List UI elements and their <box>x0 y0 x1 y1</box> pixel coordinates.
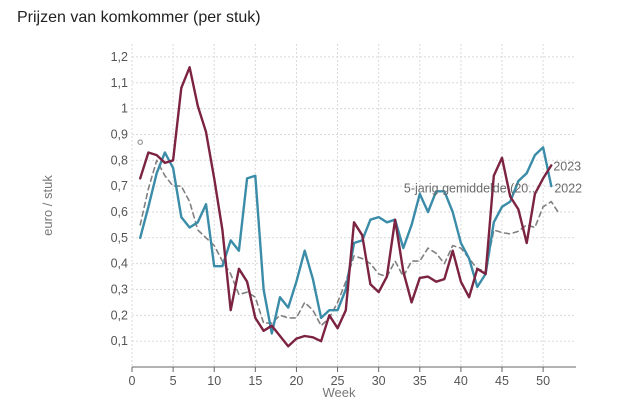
series-lines <box>139 66 561 348</box>
y-tick-label: 0,3 <box>111 282 128 296</box>
y-tick-label: 0,6 <box>111 205 128 219</box>
x-tick-label: 20 <box>289 374 303 388</box>
x-tick-label: 0 <box>129 374 136 388</box>
series-label-5-year-average: 5-jarig gemiddelde (20... <box>404 182 539 196</box>
y-tick-label: 0,8 <box>111 153 128 167</box>
x-tick-label: 5 <box>170 374 177 388</box>
gridlines <box>131 44 576 367</box>
x-tick-label: 40 <box>454 374 468 388</box>
x-tick-label: 50 <box>536 374 550 388</box>
y-tick-label: 0,7 <box>111 179 128 193</box>
series-label-2022: 2022 <box>554 182 582 196</box>
x-tick-label: 30 <box>372 374 386 388</box>
x-tick-label: 10 <box>207 374 221 388</box>
y-tick-label: 1,2 <box>111 50 128 64</box>
y-tick-label: 0,1 <box>111 334 128 348</box>
x-axis-label: Week <box>323 385 356 400</box>
x-tick-label: 35 <box>413 374 427 388</box>
y-tick-label: 1,1 <box>111 76 128 90</box>
y-tick-label: 0,4 <box>111 257 128 271</box>
x-tick-label: 25 <box>331 374 345 388</box>
y-tick-label: 1 <box>121 102 128 116</box>
chart-title: Prijzen van komkommer (per stuk) <box>17 9 261 26</box>
annotations <box>137 139 144 145</box>
x-tick-label: 15 <box>248 374 262 388</box>
series-labels: 2023 2022 5-jarig gemiddelde (20... <box>404 160 582 196</box>
x-tick-label: 45 <box>495 374 509 388</box>
axes: 0,1 0,2 0,3 0,4 0,5 0,6 0,7 0,8 0,9 1 1,1 1,2 0 5 10 15… <box>111 50 576 388</box>
annotation-point <box>137 139 144 145</box>
y-axis-label: euro / stuk <box>40 175 55 236</box>
y-tick-label: 0,2 <box>111 308 128 322</box>
series-line-2022 <box>139 146 553 335</box>
series-line-2023 <box>139 66 553 348</box>
y-tick-label: 0,5 <box>111 231 128 245</box>
y-tick-label: 0,9 <box>111 127 128 141</box>
series-label-2023: 2023 <box>553 160 581 174</box>
